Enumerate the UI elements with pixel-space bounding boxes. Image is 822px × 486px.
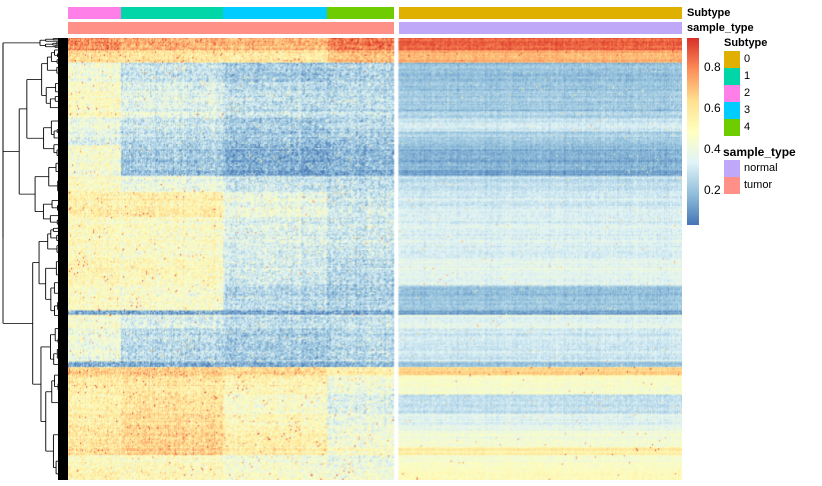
subtype-legend-swatch-2 [724, 85, 740, 102]
subtype-anno-cell-1 [121, 7, 224, 19]
sample-type-legend-swatch-tumor [724, 177, 740, 194]
sample-type-annotation-bar [68, 22, 682, 34]
subtype-legend-label-1: 1 [744, 70, 751, 82]
subtype-anno-cell-4 [327, 7, 395, 19]
subtype-legend-label-4: 4 [744, 121, 751, 133]
row-dendrogram [2, 38, 68, 480]
subtype-anno-cell-0 [398, 7, 683, 19]
subtype-legend-label-0: 0 [744, 53, 751, 65]
dendrogram-leaves [58, 38, 68, 480]
color-scale-tick: 0.6 [704, 100, 721, 115]
legend-title-subtype: Subtype [724, 37, 768, 49]
subtype-legend-swatch-4 [724, 119, 740, 136]
sample-type-annotation-label: sample_type [687, 22, 754, 34]
subtype-annotation-bar [68, 7, 683, 19]
subtype-legend-swatch-3 [724, 102, 740, 119]
sample-type-anno-cell-tumor [68, 22, 394, 34]
sample-type-legend-swatch-normal [724, 160, 740, 177]
subtype-anno-cell-3 [223, 7, 328, 19]
subtype-legend-swatch-0 [724, 51, 740, 68]
heatmap-body [68, 38, 682, 480]
subtype-legend-label-2: 2 [744, 87, 751, 99]
color-scale-bar [687, 38, 699, 225]
subtype-legend-label-3: 3 [744, 104, 751, 116]
subtype-annotation-label: Subtype [687, 7, 731, 19]
sample-type-legend-label-tumor: tumor [744, 179, 773, 191]
color-scale-tick: 0.4 [704, 141, 721, 156]
color-scale-tick: 0.2 [704, 183, 721, 198]
subtype-anno-cell-2 [68, 7, 122, 19]
legend-title-sample-type: sample_type [723, 145, 796, 159]
color-scale-tick: 0.8 [704, 59, 721, 74]
sample-type-legend-label-normal: normal [744, 162, 778, 174]
subtype-legend-swatch-1 [724, 68, 740, 85]
sample-type-anno-cell-normal [398, 22, 682, 34]
